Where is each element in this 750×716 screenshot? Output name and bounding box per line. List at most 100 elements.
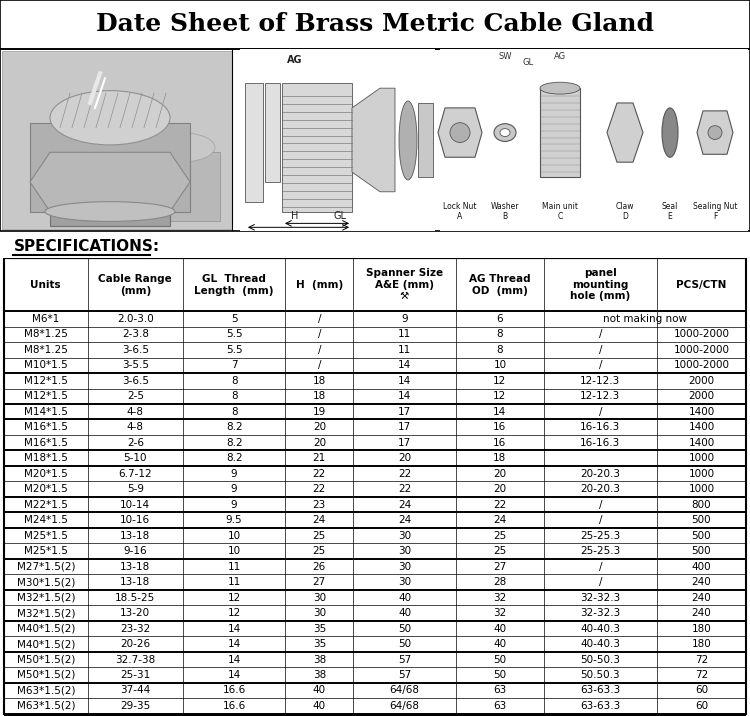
Bar (245, 83, 263, 202)
Text: 12: 12 (494, 376, 506, 386)
Text: 64/68: 64/68 (389, 685, 419, 695)
Text: 23-32: 23-32 (120, 624, 151, 634)
Text: 12: 12 (227, 608, 241, 618)
Text: 24: 24 (398, 500, 411, 510)
Text: 23: 23 (313, 500, 326, 510)
Text: 8: 8 (231, 376, 238, 386)
Ellipse shape (450, 122, 470, 142)
Ellipse shape (50, 91, 170, 145)
Text: 240: 240 (692, 577, 711, 587)
Text: 63: 63 (494, 701, 506, 711)
Text: 12-12.3: 12-12.3 (580, 391, 620, 401)
Text: GL: GL (523, 59, 533, 67)
Text: GL  Thread
Length  (mm): GL Thread Length (mm) (194, 274, 274, 296)
Text: 13-18: 13-18 (120, 531, 151, 541)
Text: 20-20.3: 20-20.3 (580, 484, 620, 494)
Bar (418, 103, 433, 177)
Bar (30, 122, 190, 211)
Text: /: / (317, 314, 321, 324)
Text: M30*1.5(2): M30*1.5(2) (16, 577, 75, 587)
Text: 2-3.8: 2-3.8 (122, 329, 148, 339)
Bar (282, 83, 352, 211)
Text: 37-44: 37-44 (120, 685, 151, 695)
Text: 35: 35 (313, 624, 326, 634)
Text: 240: 240 (692, 608, 711, 618)
Ellipse shape (399, 101, 417, 180)
Text: H  (mm): H (mm) (296, 280, 343, 290)
Text: 60: 60 (695, 701, 708, 711)
Text: Spanner Size
A&E (mm)
⚒: Spanner Size A&E (mm) ⚒ (366, 268, 443, 301)
Text: 12: 12 (494, 391, 506, 401)
Text: Lock Nut
A: Lock Nut A (443, 202, 477, 221)
Text: 17: 17 (398, 437, 411, 448)
Text: M32*1.5(2): M32*1.5(2) (16, 608, 75, 618)
Text: 500: 500 (692, 515, 711, 525)
Bar (50, 202, 170, 226)
Text: panel
mounting
hole (mm): panel mounting hole (mm) (570, 268, 631, 301)
Text: 27: 27 (313, 577, 326, 587)
Polygon shape (352, 88, 395, 192)
Text: 22: 22 (398, 484, 411, 494)
Text: 4-8: 4-8 (127, 407, 144, 417)
Text: 20: 20 (398, 453, 411, 463)
Text: /: / (598, 577, 602, 587)
Text: 800: 800 (692, 500, 711, 510)
Text: 25-25.3: 25-25.3 (580, 546, 620, 556)
Text: M25*1.5: M25*1.5 (24, 546, 68, 556)
Text: M20*1.5: M20*1.5 (24, 484, 68, 494)
Text: 8: 8 (496, 345, 503, 355)
Text: 17: 17 (398, 407, 411, 417)
Text: 14: 14 (398, 360, 411, 370)
Text: 24: 24 (313, 515, 326, 525)
Text: 57: 57 (398, 670, 411, 680)
Text: 180: 180 (692, 624, 711, 634)
Text: M50*1.5(2): M50*1.5(2) (16, 670, 75, 680)
Text: 5.5: 5.5 (226, 345, 242, 355)
Text: 11: 11 (227, 561, 241, 571)
Text: 50: 50 (494, 670, 506, 680)
Text: M40*1.5(2): M40*1.5(2) (16, 639, 75, 649)
Text: not making now: not making now (603, 314, 687, 324)
Text: 16-16.3: 16-16.3 (580, 422, 620, 432)
Text: M10*1.5: M10*1.5 (24, 360, 68, 370)
Text: 16: 16 (494, 422, 506, 432)
Text: 8.2: 8.2 (226, 422, 242, 432)
Text: 11: 11 (398, 345, 411, 355)
Text: 19: 19 (313, 407, 326, 417)
Text: 2.0-3.0: 2.0-3.0 (117, 314, 154, 324)
Bar (265, 83, 280, 182)
Text: Date Sheet of Brass Metric Cable Gland: Date Sheet of Brass Metric Cable Gland (96, 12, 654, 37)
Polygon shape (697, 111, 733, 154)
Text: 9: 9 (401, 314, 408, 324)
Text: Claw
D: Claw D (616, 202, 634, 221)
Text: AG: AG (554, 52, 566, 61)
Text: 9: 9 (231, 484, 238, 494)
Text: /: / (598, 360, 602, 370)
Text: 2-6: 2-6 (127, 437, 144, 448)
Text: 12: 12 (227, 593, 241, 603)
Text: Sealing Nut
F: Sealing Nut F (693, 202, 737, 221)
Text: 14: 14 (398, 376, 411, 386)
Text: 9-16: 9-16 (124, 546, 147, 556)
Text: 3-6.5: 3-6.5 (122, 376, 148, 386)
Text: 40: 40 (313, 701, 326, 711)
Text: M20*1.5: M20*1.5 (24, 469, 68, 479)
Text: /: / (598, 561, 602, 571)
Text: 63: 63 (494, 685, 506, 695)
Text: M27*1.5(2): M27*1.5(2) (16, 561, 75, 571)
Text: M14*1.5: M14*1.5 (24, 407, 68, 417)
Text: 180: 180 (692, 639, 711, 649)
Text: 32-32.3: 32-32.3 (580, 593, 620, 603)
Text: 1000-2000: 1000-2000 (674, 345, 730, 355)
Text: 25: 25 (494, 531, 506, 541)
Text: 60: 60 (695, 685, 708, 695)
Text: 10-16: 10-16 (120, 515, 150, 525)
Text: 40-40.3: 40-40.3 (580, 639, 620, 649)
Text: 14: 14 (227, 670, 241, 680)
Text: /: / (317, 360, 321, 370)
Text: 1400: 1400 (688, 422, 715, 432)
Text: 40: 40 (398, 608, 411, 618)
Text: 40: 40 (494, 624, 506, 634)
Text: 8: 8 (231, 407, 238, 417)
Text: 1000: 1000 (688, 484, 715, 494)
